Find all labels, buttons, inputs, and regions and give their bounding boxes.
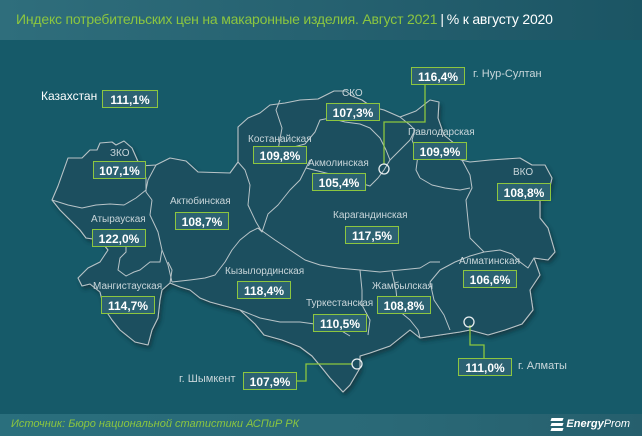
region-value-mangistau: 114,7% [101,296,155,314]
logo-text-regular: Prom [603,418,630,430]
title-separator: | [440,11,444,27]
national-value: 111,1% [102,90,158,108]
region-label-zhambyl: Жамбылская [372,281,433,292]
region-value-karaganda: 117,5% [345,226,399,244]
region-value-almaty: 106,6% [463,270,517,288]
region-label-karaganda: Карагандинская [333,210,408,221]
region-label-turkestan: Туркестанская [306,298,374,309]
region-value-zhambyl: 108,8% [377,296,431,314]
country-outline [51,90,556,393]
region-value-kostanay: 109,8% [253,146,307,164]
region-value-sko: 107,3% [326,103,380,121]
border-turkestan-kyzylorda [359,269,371,336]
logo-text-bold: Energy [566,418,604,430]
region-value-turkestan: 110,5% [313,314,367,332]
border-pavlodar-karaganda [419,177,471,191]
border-pavlodar-akmola [399,116,421,179]
title-unit: % к августу 2020 [446,11,553,27]
shymkent-marker [351,358,363,370]
leader-almaty [469,325,485,358]
region-value-aktobe: 108,7% [175,212,229,230]
border-karaganda-almaty [429,251,485,283]
leader-nur-sultan [383,83,426,164]
region-label-zko: ЗКО [110,148,130,159]
city-label-shymkent: г. Шымкент [179,373,236,385]
region-label-vko: ВКО [513,167,534,178]
nur-sultan-marker [378,163,390,175]
border-zhambyl-almaty [429,281,451,331]
footer-bar: Источник: Бюро национальной статистики А… [0,414,642,436]
title-main: Индекс потребительских цен на макаронные… [16,11,438,27]
border-almaty-vko [483,249,535,269]
header-bar: Индекс потребительских цен на макаронные… [0,0,642,40]
border-aktobe-kyzylorda [171,227,259,283]
city-value-nur-sultan: 116,4% [411,67,465,85]
region-label-pavlodar: Павлодарская [408,127,475,138]
region-label-aktobe: Актюбинская [170,196,231,207]
city-value-shymkent: 107,9% [243,372,297,390]
border-mangistau-aktobe [167,261,173,284]
region-value-kyzylorda: 118,4% [237,281,291,299]
logo-text: EnergyProm [566,418,630,430]
region-label-almaty: Алматинская [459,256,520,267]
region-value-akmola: 105,4% [312,173,366,191]
region-value-pavlodar: 109,9% [413,142,467,160]
region-label-atyrau: Атырауская [91,214,146,225]
almaty-marker [463,316,475,328]
border-karaganda-vko [467,219,485,253]
border-zko-atyrau [51,164,157,209]
border-kostanay-sko [275,99,283,151]
region-value-vko: 108,8% [497,183,551,201]
region-value-zko: 107,1% [93,161,146,179]
border-kyzylorda-karaganda [257,227,339,269]
logo-stripes-icon [550,417,564,431]
border-atyrau-mangistau [117,238,163,277]
region-label-kostanay: Костанайская [248,134,312,145]
source-note: Источник: Бюро национальной статистики А… [11,418,300,430]
region-label-mangistau: Мангистауская [93,281,163,292]
border-atyrau-aktobe [149,199,173,283]
city-label-almaty: г. Алматы [518,360,567,372]
national-label: Казахстан [41,89,98,103]
title: Индекс потребительских цен на макаронные… [16,11,553,27]
region-label-kyzylorda: Кызылординская [225,266,305,277]
energyprom-logo: EnergyProm [550,417,630,431]
region-value-atyrau: 122,0% [92,229,146,247]
region-label-sko: СКО [342,88,363,99]
region-label-akmola: Акмолинская [308,158,369,169]
city-value-almaty: 111,0% [458,358,512,376]
border-turkestan-zhambyl [391,271,421,339]
city-label-nur-sultan: г. Нур-Султан [473,68,542,80]
